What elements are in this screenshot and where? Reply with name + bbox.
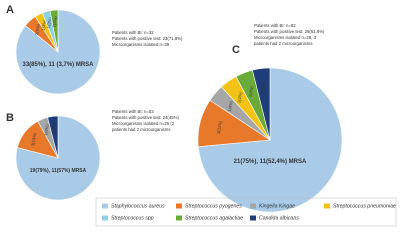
- panel-note: Microorganisms isolated n=28, 3: [254, 35, 317, 40]
- legend-swatch: [324, 203, 330, 209]
- legend-swatch: [250, 215, 256, 221]
- panel-note: Patients with BI: n=53: [112, 109, 154, 114]
- slice-label: 1(4%): [247, 85, 254, 97]
- legend-label: Staphylococcus aureus: [111, 203, 165, 209]
- legend-swatch: [176, 215, 182, 221]
- slice-label: 3(11%): [216, 120, 223, 134]
- slice-label: 33(85%), 11 (3,7%) MRSA: [22, 62, 94, 68]
- panel-label: A: [6, 4, 14, 16]
- pie-slice: [47, 115, 59, 159]
- panel-label: C: [232, 44, 240, 56]
- legend-label: Streptococcus pneumoniae: [333, 203, 396, 209]
- slice-label: 1(3%): [40, 19, 47, 31]
- panel-note: Patients with BI: n=82: [254, 23, 296, 28]
- legend-label: Streptococcus pyogenes: [185, 203, 242, 209]
- legend-label: Kingella Kingae: [259, 203, 295, 209]
- slice-label: 1(4%): [227, 100, 234, 112]
- slice-label: 1(4%): [236, 91, 243, 103]
- legend-label: Streptococcus agalactiae: [185, 215, 243, 221]
- slice-label: 1(4%): [43, 123, 50, 135]
- panel-note: Microorganisms isolated n=39: [112, 42, 170, 47]
- legend-label: Candida albicans: [259, 215, 299, 221]
- slice-label: 1(3%): [51, 15, 58, 27]
- panel-note: Patients with positive test: 23(71,8%): [112, 36, 183, 41]
- panel-note: patients had 2 microorganisms: [254, 41, 313, 46]
- slice-label: 1(4%): [50, 121, 57, 133]
- pie-slice: [252, 67, 271, 141]
- slice-label: 1(4%): [260, 82, 267, 94]
- panel-note: patients had 2 microorganisms: [112, 127, 171, 132]
- panel-note: Patients with positive test: 24(45%): [112, 115, 179, 120]
- legend-swatch: [102, 203, 108, 209]
- legend-swatch: [176, 203, 182, 209]
- legend-box: [95, 197, 397, 227]
- slice-label: 21(75%), 11(52,4%) MRSA: [234, 159, 307, 165]
- slice-label: 19(79%), 11(57%) MRSA: [30, 168, 87, 174]
- panel-note: Microorganisms isolated n=26 (2: [112, 121, 175, 126]
- slice-label: 2(5%): [34, 23, 41, 35]
- slice-label: 1(3%): [46, 16, 53, 28]
- panel-label: B: [6, 112, 14, 124]
- pie-slice: [49, 9, 59, 53]
- panel-note: Patients with BI: n=32: [112, 30, 154, 35]
- panel-note: Patients with positive test: 28(61,8%): [254, 29, 325, 34]
- slice-label: 3(13%): [30, 132, 37, 147]
- legend-label: Streptococcus spp: [111, 215, 154, 221]
- legend-swatch: [102, 215, 108, 221]
- legend-swatch: [250, 203, 256, 209]
- pie-slice: [15, 115, 101, 201]
